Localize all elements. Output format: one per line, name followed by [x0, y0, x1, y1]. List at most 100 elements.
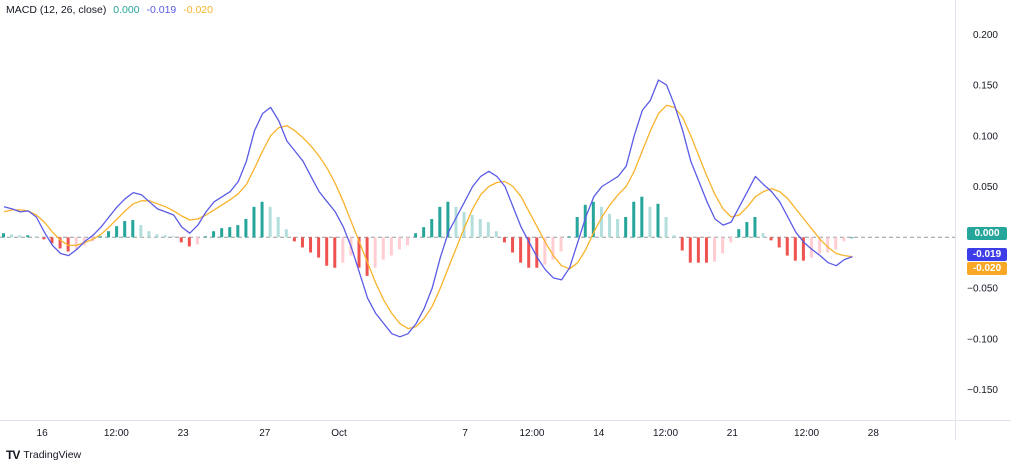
histogram-bar: [688, 237, 692, 263]
x-tick-label: 12:00: [794, 428, 819, 439]
histogram-bar: [502, 237, 506, 243]
histogram-bar: [422, 227, 426, 238]
histogram-bar: [527, 237, 531, 268]
histogram-bar: [793, 237, 797, 261]
histogram-bar: [26, 235, 30, 238]
histogram-bar: [18, 235, 22, 238]
histogram-bar: [729, 237, 733, 243]
indicator-legend[interactable]: MACD (12, 26, close) 0.000 -0.019 -0.020: [6, 4, 217, 16]
histogram-bar: [801, 237, 805, 261]
histogram-bar: [98, 236, 102, 238]
tradingview-logo-icon: TV: [6, 448, 20, 462]
y-tick-label: −0.150: [967, 385, 998, 396]
histogram-bar: [333, 237, 337, 268]
histogram-bar: [777, 237, 781, 248]
histogram-bar: [616, 219, 620, 238]
histogram-bar: [171, 236, 175, 238]
macd-price-label: -0.019: [967, 248, 1007, 261]
histogram-bar: [381, 237, 385, 260]
macd-line: [3, 79, 853, 338]
y-tick-label: 0.150: [973, 81, 998, 92]
histogram-bar: [624, 217, 628, 238]
histogram-bar: [721, 237, 725, 254]
histogram-bar: [470, 214, 474, 238]
y-tick-label: 0.200: [973, 30, 998, 41]
histogram-bar: [567, 236, 571, 238]
histogram-bar: [74, 237, 78, 250]
x-tick-label: 12:00: [519, 428, 544, 439]
histogram-bar: [769, 237, 773, 241]
histogram-bar: [212, 231, 216, 238]
histogram-bar: [713, 237, 717, 262]
x-tick-label: 12:00: [653, 428, 678, 439]
histogram-bar: [414, 233, 418, 238]
histogram-bar: [446, 201, 450, 238]
histogram-bar: [608, 213, 611, 238]
histogram-bar: [163, 235, 167, 238]
histogram-bar: [591, 201, 595, 238]
x-tick-label: 23: [178, 428, 190, 439]
histogram-bar: [373, 237, 377, 268]
x-tick-label: 16: [37, 428, 49, 439]
histogram-bar: [309, 237, 313, 253]
histogram-bar: [818, 237, 822, 254]
histogram-bar: [462, 211, 466, 238]
y-tick-label: −0.100: [967, 334, 998, 345]
histogram-bar: [236, 225, 240, 238]
x-tick-label: 12:00: [104, 428, 129, 439]
histogram-bar: [656, 203, 660, 238]
histogram-bar: [317, 237, 321, 258]
histogram-bar: [179, 237, 183, 243]
histogram-bar: [187, 237, 191, 247]
histogram-bar: [535, 237, 539, 268]
histogram-bar: [260, 201, 264, 238]
histogram-bar: [284, 229, 288, 238]
x-tick-label: 27: [259, 428, 271, 439]
histogram-bar: [131, 220, 135, 238]
histogram-bar: [10, 234, 14, 238]
signal-line: [3, 104, 853, 330]
histogram-bar: [842, 237, 846, 242]
histogram-bar: [753, 217, 757, 238]
x-tick-label: 28: [868, 428, 880, 439]
histogram-bar: [341, 237, 345, 263]
histogram-bar: [292, 237, 296, 242]
histogram-bar: [2, 233, 5, 238]
histogram-bar: [155, 234, 159, 238]
histogram-bar: [680, 237, 684, 251]
histogram-bar: [785, 237, 789, 256]
histogram-bar: [559, 237, 563, 252]
histogram-bar: [850, 237, 854, 239]
histogram-bar: [543, 237, 547, 265]
histogram-bar: [519, 237, 523, 263]
histogram-bar: [406, 237, 409, 246]
legend-title: MACD (12, 26, close): [6, 4, 107, 16]
y-tick-label: 0.100: [973, 131, 998, 142]
y-tick-label: −0.050: [967, 284, 998, 295]
histogram-bar: [494, 231, 498, 238]
brand-name: TradingView: [23, 449, 82, 461]
histogram-bar: [50, 237, 54, 244]
x-tick-label: 21: [727, 428, 739, 439]
y-tick-label: 0.050: [973, 182, 998, 193]
histogram-bar: [478, 219, 482, 238]
histogram-bar: [252, 206, 256, 238]
legend-signal-value: -0.019: [146, 4, 177, 16]
histogram-bar: [575, 217, 579, 238]
tradingview-brand[interactable]: TV TradingView: [6, 448, 81, 462]
legend-hist-value: -0.020: [183, 4, 213, 16]
histogram-bar: [325, 237, 329, 266]
histogram-bar: [511, 237, 515, 253]
x-tick-label: 7: [462, 428, 468, 439]
histogram-bar: [664, 217, 668, 238]
histogram-bar: [737, 229, 741, 238]
histogram-bar: [551, 237, 555, 260]
histogram-bar: [34, 236, 38, 238]
histogram-bar: [430, 219, 434, 238]
histogram-bar: [123, 221, 127, 238]
histogram-bar: [276, 217, 280, 238]
histogram-bar: [704, 237, 708, 263]
histogram-bar: [438, 206, 442, 238]
histogram-bar: [454, 206, 458, 238]
